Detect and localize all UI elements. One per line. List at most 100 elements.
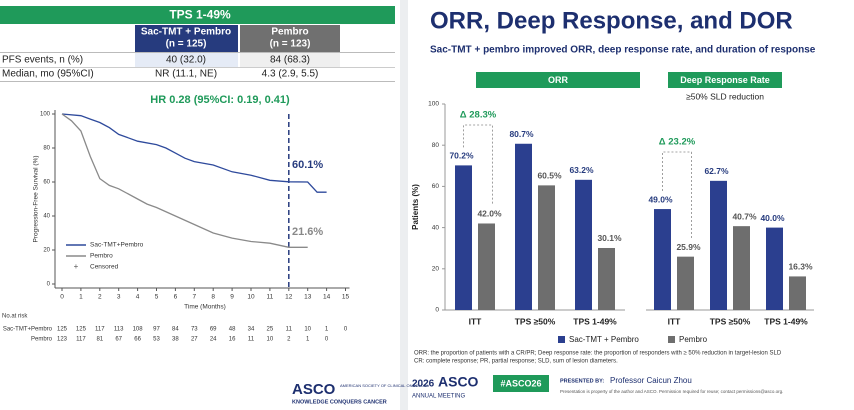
risk-count: 16 [229, 337, 236, 343]
bar [677, 256, 694, 310]
panel-title: ORR [548, 75, 569, 85]
risk-count: 1 [325, 327, 329, 333]
legend-label: Sac-TMT + Pembro [569, 335, 639, 344]
y-tick-label: 40 [43, 214, 50, 220]
value-label: 63.2% [569, 165, 594, 175]
risk-count: 123 [57, 337, 68, 343]
hashtag: #ASCO26 [500, 378, 541, 388]
bar [733, 226, 750, 310]
column-header-bg [240, 25, 340, 52]
risk-count: 113 [114, 327, 124, 333]
risk-count: 10 [267, 337, 274, 343]
legend-swatch [668, 336, 675, 343]
table-cell: 4.3 (2.9, 5.5) [262, 69, 319, 80]
table-cell: 84 (68.3) [270, 55, 310, 66]
y-tick-label: 20 [43, 248, 50, 254]
risk-count: 53 [153, 337, 160, 343]
delta-bracket [463, 124, 493, 206]
x-tick-label: 13 [304, 294, 312, 301]
cell-bg [135, 53, 238, 67]
risk-count: 0 [325, 337, 329, 343]
x-tick-label: 2 [98, 294, 102, 301]
meeting-year: 2026 [412, 379, 435, 390]
logo-tagline: KNOWLEDGE CONQUERS CANCER [292, 399, 387, 405]
risk-count: 125 [76, 327, 87, 333]
x-tick-label: 0 [60, 294, 64, 301]
column-header-n: (n = 125) [166, 39, 207, 50]
survival-curve [61, 113, 327, 193]
x-tick-label: TPS ≥50% [515, 316, 556, 326]
meeting-sub: ANNUAL MEETING [412, 394, 465, 400]
annotation: 60.1% [292, 159, 323, 171]
risk-count: 0 [344, 327, 348, 333]
risk-row-label: Pembro [31, 337, 53, 343]
slide-gap [400, 0, 408, 410]
risk-count: 108 [133, 327, 144, 333]
bar [455, 165, 472, 310]
bar [789, 276, 806, 310]
slide-subtitle: Sac-TMT + pembro improved ORR, deep resp… [430, 45, 816, 56]
bar [766, 227, 783, 310]
table: Sac-TMT + Pembro(n = 125) Pembro(n = 123)… [2, 27, 318, 80]
bar [598, 247, 615, 310]
y-tick-label: 60 [43, 180, 50, 186]
bar [515, 143, 532, 310]
column-header: Sac-TMT + Pembro [141, 27, 231, 38]
risk-title: No.at risk [2, 314, 28, 320]
presenter: Professor Caicun Zhou [610, 376, 692, 385]
y-tick-label: 80 [432, 142, 440, 149]
risk-count: 1 [306, 337, 310, 343]
y-tick-label: 80 [43, 146, 50, 152]
x-tick-label: 10 [247, 294, 255, 301]
footnote: ORR: the proportion of patients with a C… [414, 351, 782, 357]
legend-swatch [558, 336, 565, 343]
legend-label: Pembro [679, 335, 708, 344]
risk-count: 69 [210, 327, 217, 333]
annotation: 21.6% [292, 226, 323, 238]
value-label: 16.3% [788, 262, 813, 272]
value-label: 60.5% [537, 171, 562, 181]
y-tick-label: 0 [435, 307, 439, 314]
legend-label: Pembro [90, 253, 113, 260]
bar [575, 179, 592, 310]
y-tick-label: 100 [40, 112, 51, 118]
table-title: TPS 1-49% [169, 8, 231, 22]
x-tick-label: 15 [342, 294, 350, 301]
risk-row-label: Sac-TMT+Pembro [3, 327, 53, 333]
delta-annotation: Δ 28.3% [460, 110, 497, 121]
risk-count: 84 [172, 327, 179, 333]
y-axis-label: Patients (%) [411, 184, 420, 230]
column-header: Pembro [271, 27, 308, 38]
risk-count: 67 [115, 337, 122, 343]
value-label: 40.0% [760, 213, 785, 223]
value-label: 49.0% [648, 194, 673, 204]
legend-marker: + [74, 262, 79, 271]
x-tick-label: 3 [117, 294, 121, 301]
value-label: 70.2% [449, 151, 474, 161]
value-label: 62.7% [704, 166, 729, 176]
x-tick-label: 5 [155, 294, 159, 301]
x-tick-label: 12 [285, 294, 293, 301]
column-header-n: (n = 123) [270, 39, 311, 50]
x-axis-label: Time (Months) [184, 304, 226, 311]
slide-title: ORR, Deep Response, and DOR [430, 7, 793, 34]
risk-count: 97 [153, 327, 160, 333]
value-label: 30.1% [597, 233, 622, 243]
bar [538, 185, 555, 310]
delta-bracket [662, 151, 692, 239]
bar [654, 209, 671, 310]
risk-count: 25 [267, 327, 274, 333]
value-label: 42.0% [477, 209, 502, 219]
risk-count: 24 [210, 337, 217, 343]
risk-count: 66 [134, 337, 141, 343]
value-label: 80.7% [509, 129, 534, 139]
risk-count: 11 [248, 337, 255, 343]
risk-count: 48 [229, 327, 236, 333]
risk-count: 34 [248, 327, 255, 333]
survival-curve [61, 113, 308, 248]
x-tick-label: 6 [174, 294, 178, 301]
risk-count: 117 [95, 327, 105, 333]
table-cell: NR (11.1, NE) [155, 69, 217, 80]
y-tick-label: 60 [432, 183, 440, 190]
